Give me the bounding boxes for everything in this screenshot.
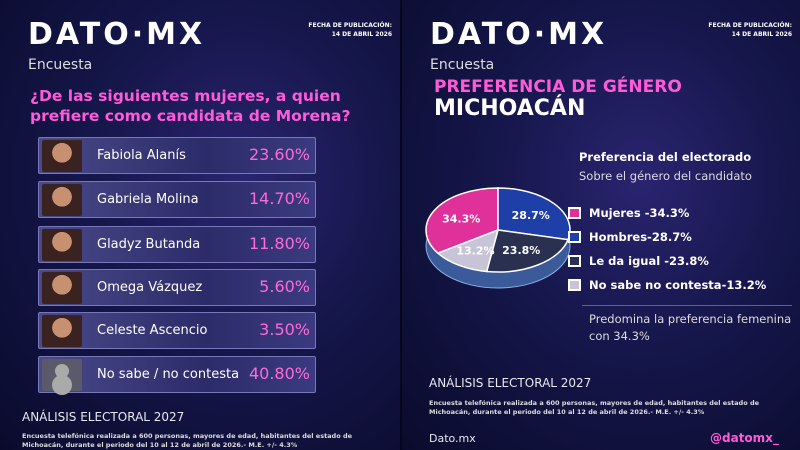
methodology-note: Encuesta telefónica realizada a 600 pers… <box>22 432 353 449</box>
pie-data-label: 13.2% <box>456 244 494 257</box>
chart-subtitle: Sobre el género del candidato <box>579 169 752 183</box>
footer-title: ANÁLISIS ELECTORAL 2027 <box>429 376 592 390</box>
pie-data-label: 34.3% <box>442 212 480 225</box>
legend-swatch <box>568 231 581 243</box>
publication-date: FECHA DE PUBLICACIÓN: 14 DE ABRIL 2026 <box>708 21 792 39</box>
legend-item: No sabe no contesta-13.2% <box>568 278 767 292</box>
legend-label: Le da igual -23.8% <box>589 254 709 268</box>
candidate-percentage: 11.80% <box>248 234 310 253</box>
pie-chart: 34.3% 28.7% 23.8% 13.2% <box>425 187 571 289</box>
candidate-name: Gladyz Butanda <box>97 237 201 252</box>
footer-title: ANÁLISIS ELECTORAL 2027 <box>22 410 185 424</box>
candidate-photo <box>42 272 82 304</box>
candidate-photo <box>42 184 82 216</box>
chart-heading: PREFERENCIA DE GÉNERO <box>434 77 682 97</box>
publication-label: FECHA DE PUBLICACIÓN: <box>708 22 792 29</box>
kicker: Encuesta <box>28 57 93 73</box>
candidate-name: Gabriela Molina <box>97 192 199 207</box>
publication-label: FECHA DE PUBLICACIÓN: <box>308 22 392 29</box>
person-placeholder-icon <box>42 359 82 391</box>
gender-preference-panel: DATO·MX FECHA DE PUBLICACIÓN: 14 DE ABRIL… <box>400 0 800 450</box>
site-link[interactable]: Dato.mx <box>429 432 476 445</box>
candidate-row: Celeste Ascencio 3.50% <box>38 312 316 349</box>
candidate-percentage: 40.80% <box>248 364 310 383</box>
pie-data-label: 28.7% <box>512 209 550 222</box>
candidate-poll-panel: DATO·MX FECHA DE PUBLICACIÓN: 14 DE ABRIL… <box>0 0 400 450</box>
publication-date: FECHA DE PUBLICACIÓN: 14 DE ABRIL 2026 <box>308 21 392 39</box>
pie-slice <box>436 228 500 273</box>
candidate-row: Gabriela Molina 14.70% <box>38 181 316 218</box>
candidate-percentage: 23.60% <box>248 145 310 164</box>
poll-question: ¿De las siguientes mujeres, a quien pref… <box>30 87 351 125</box>
legend-swatch <box>568 279 581 291</box>
candidate-name: No sabe / no contesta <box>97 367 240 382</box>
candidate-row: Omega Vázquez 5.60% <box>38 269 316 306</box>
publication-date-value: 14 DE ABRIL 2026 <box>331 31 392 38</box>
candidate-percentage: 5.60% <box>259 277 310 296</box>
candidate-name: Fabiola Alanís <box>97 148 186 163</box>
brand-logo: DATO·MX <box>28 17 206 52</box>
kicker: Encuesta <box>430 57 495 73</box>
brand-logo: DATO·MX <box>430 17 608 52</box>
methodology-note: Encuesta telefónica realizada a 600 pers… <box>429 399 760 416</box>
divider <box>582 305 792 306</box>
summary-note: Predomina la preferencia femenina con 34… <box>589 312 792 343</box>
legend-swatch <box>568 255 581 267</box>
candidate-percentage: 3.50% <box>259 320 310 339</box>
candidate-name: Omega Vázquez <box>97 280 203 295</box>
region-heading: MICHOACÁN <box>434 96 586 121</box>
legend-item: Hombres-28.7% <box>568 230 692 244</box>
candidate-photo <box>42 229 82 261</box>
candidate-row: No sabe / no contesta 40.80% <box>38 356 316 393</box>
candidate-photo <box>42 140 82 172</box>
social-handle[interactable]: @datomx_ <box>710 431 779 445</box>
legend-label: Mujeres -34.3% <box>589 206 690 220</box>
candidate-percentage: 14.70% <box>248 189 310 208</box>
legend-label: No sabe no contesta-13.2% <box>589 278 767 292</box>
legend-item: Mujeres -34.3% <box>568 206 690 220</box>
chart-title: Preferencia del electorado <box>579 150 752 164</box>
pie-data-label: 23.8% <box>502 244 540 257</box>
candidate-row: Gladyz Butanda 11.80% <box>38 226 316 263</box>
publication-date-value: 14 DE ABRIL 2026 <box>731 31 792 38</box>
pie-slice <box>485 229 570 273</box>
legend-item: Le da igual -23.8% <box>568 254 709 268</box>
candidate-name: Celeste Ascencio <box>97 323 208 338</box>
legend-label: Hombres-28.7% <box>589 230 692 244</box>
candidate-photo <box>42 315 82 347</box>
legend-swatch <box>568 207 581 219</box>
candidate-row: Fabiola Alanís 23.60% <box>38 137 316 174</box>
